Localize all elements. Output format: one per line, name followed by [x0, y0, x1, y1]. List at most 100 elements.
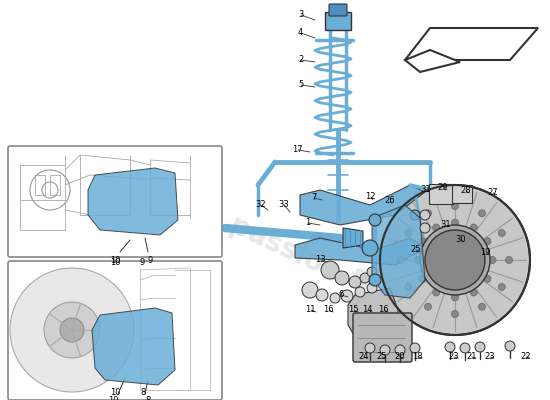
- Polygon shape: [372, 205, 425, 298]
- Circle shape: [420, 223, 430, 233]
- Circle shape: [498, 284, 505, 290]
- Polygon shape: [300, 185, 425, 225]
- Polygon shape: [187, 216, 220, 240]
- FancyBboxPatch shape: [353, 313, 412, 362]
- Polygon shape: [348, 288, 398, 345]
- Polygon shape: [295, 238, 425, 265]
- Circle shape: [335, 271, 349, 285]
- Text: passion for: passion for: [225, 210, 395, 310]
- Circle shape: [452, 219, 459, 226]
- FancyBboxPatch shape: [8, 261, 222, 400]
- Circle shape: [452, 310, 459, 318]
- Text: 11: 11: [305, 305, 316, 314]
- Circle shape: [330, 293, 340, 303]
- Text: 10: 10: [110, 258, 120, 267]
- Text: 15: 15: [348, 305, 359, 314]
- Circle shape: [452, 202, 459, 210]
- Text: 13: 13: [315, 255, 326, 264]
- Polygon shape: [405, 50, 460, 72]
- Text: 16: 16: [378, 305, 389, 314]
- Text: 10: 10: [110, 256, 120, 265]
- Text: 2: 2: [298, 55, 303, 64]
- Circle shape: [349, 276, 361, 288]
- Text: 25: 25: [376, 352, 387, 361]
- Circle shape: [475, 342, 485, 352]
- Circle shape: [405, 284, 412, 290]
- Circle shape: [302, 282, 318, 298]
- Text: 22: 22: [520, 352, 531, 361]
- FancyBboxPatch shape: [8, 146, 222, 257]
- Text: 7: 7: [311, 193, 316, 202]
- Text: 33: 33: [278, 200, 289, 209]
- Circle shape: [380, 185, 530, 335]
- Polygon shape: [343, 228, 363, 248]
- Circle shape: [470, 224, 477, 231]
- Circle shape: [316, 289, 328, 301]
- Text: 27: 27: [487, 188, 498, 197]
- Polygon shape: [88, 168, 178, 235]
- Circle shape: [10, 268, 134, 392]
- Text: 1: 1: [305, 218, 310, 227]
- Circle shape: [433, 289, 440, 296]
- Circle shape: [405, 230, 412, 236]
- Text: 19: 19: [480, 248, 491, 257]
- Circle shape: [398, 256, 404, 264]
- Text: 8: 8: [140, 388, 145, 397]
- Polygon shape: [420, 25, 535, 62]
- Circle shape: [452, 294, 459, 301]
- Circle shape: [460, 343, 470, 353]
- Circle shape: [365, 343, 375, 353]
- Text: 26: 26: [384, 196, 395, 205]
- Text: 16: 16: [323, 305, 334, 314]
- Circle shape: [419, 275, 426, 282]
- Text: 3: 3: [298, 10, 304, 19]
- Circle shape: [484, 275, 491, 282]
- Circle shape: [420, 210, 430, 220]
- Circle shape: [425, 210, 432, 217]
- Polygon shape: [92, 308, 175, 385]
- FancyBboxPatch shape: [329, 4, 347, 16]
- Circle shape: [498, 230, 505, 236]
- Text: 31: 31: [440, 220, 450, 229]
- Text: 4: 4: [298, 28, 303, 37]
- Text: 29: 29: [437, 183, 448, 192]
- Text: 20: 20: [394, 352, 404, 361]
- Circle shape: [395, 345, 405, 355]
- Circle shape: [367, 267, 377, 277]
- Circle shape: [505, 256, 513, 264]
- Text: 25: 25: [410, 245, 421, 254]
- Circle shape: [341, 290, 353, 302]
- Circle shape: [484, 238, 491, 245]
- Circle shape: [367, 283, 377, 293]
- Circle shape: [380, 345, 390, 355]
- Text: 9: 9: [140, 258, 145, 267]
- Text: 10: 10: [108, 396, 118, 400]
- Text: 24: 24: [358, 352, 368, 361]
- Circle shape: [44, 302, 100, 358]
- Text: 23: 23: [484, 352, 494, 361]
- Text: 30: 30: [455, 235, 466, 244]
- Text: 17: 17: [292, 145, 302, 154]
- Circle shape: [360, 273, 370, 283]
- Circle shape: [470, 289, 477, 296]
- Circle shape: [362, 240, 378, 256]
- Text: 8: 8: [145, 396, 151, 400]
- Circle shape: [425, 303, 432, 310]
- Circle shape: [410, 210, 420, 220]
- Circle shape: [321, 261, 339, 279]
- Circle shape: [420, 225, 490, 295]
- Circle shape: [355, 287, 365, 297]
- Text: 21: 21: [466, 352, 476, 361]
- Circle shape: [433, 224, 440, 231]
- Text: 32: 32: [255, 200, 266, 209]
- Circle shape: [478, 303, 486, 310]
- Circle shape: [419, 238, 426, 245]
- Text: 28: 28: [460, 186, 471, 195]
- FancyBboxPatch shape: [452, 185, 472, 203]
- Circle shape: [425, 230, 485, 290]
- Circle shape: [414, 256, 421, 264]
- Text: 31: 31: [420, 185, 431, 194]
- Text: 9: 9: [147, 256, 153, 265]
- Polygon shape: [405, 28, 538, 60]
- Circle shape: [445, 342, 455, 352]
